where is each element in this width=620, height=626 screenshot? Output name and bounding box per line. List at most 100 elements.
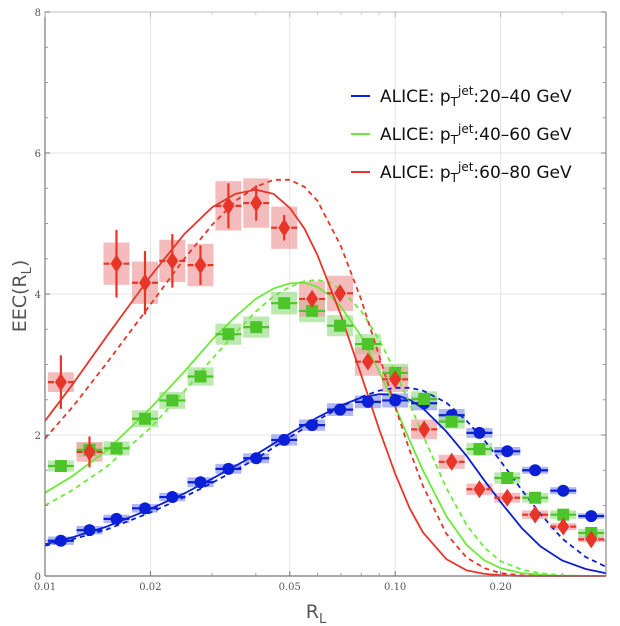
square-marker	[557, 508, 570, 521]
diamond-marker	[529, 505, 542, 524]
circle-marker	[54, 534, 67, 547]
legend-label-sub: T	[450, 95, 459, 109]
y-tick-label: 4	[35, 290, 41, 301]
data-point	[131, 412, 158, 425]
legend-label-sup: jet	[457, 84, 474, 98]
data-point	[131, 250, 158, 315]
data-point	[271, 433, 298, 446]
square-marker	[361, 338, 374, 351]
square-marker	[194, 370, 207, 383]
data-point	[494, 488, 521, 507]
circle-marker	[334, 403, 347, 416]
data-point	[243, 321, 270, 334]
circle-marker	[306, 419, 319, 432]
data-point	[354, 395, 381, 408]
data-point	[494, 472, 521, 485]
legend-label-sup: jet	[457, 122, 474, 136]
circle-marker	[473, 426, 486, 439]
data-point	[466, 443, 493, 456]
square-marker	[278, 297, 291, 310]
circle-marker	[83, 524, 96, 537]
data-point	[411, 420, 438, 439]
data-point	[187, 476, 214, 489]
data-point	[243, 185, 270, 221]
x-axis-title: RL	[306, 601, 327, 626]
diamond-marker	[361, 352, 374, 371]
square-marker	[54, 460, 67, 473]
data-point	[243, 452, 270, 465]
data-point	[131, 502, 158, 515]
data-point	[47, 355, 74, 409]
data-point	[103, 442, 130, 455]
data-point	[159, 234, 186, 288]
diamond-marker	[585, 530, 598, 549]
legend-label-sub: T	[450, 171, 459, 185]
data-point	[187, 245, 214, 285]
x-axis-title-main: R	[306, 601, 319, 623]
circle-marker	[501, 445, 514, 458]
y-tick-label: 2	[35, 431, 41, 442]
data-point	[466, 426, 493, 439]
diamond-marker	[194, 256, 207, 275]
data-point	[299, 289, 326, 308]
square-marker	[529, 491, 542, 504]
legend-label-prefix: ALICE: p	[380, 163, 451, 183]
square-marker	[501, 472, 514, 485]
square-marker	[334, 319, 347, 332]
data-point	[47, 460, 74, 473]
circle-marker	[138, 502, 151, 515]
theory-curve-dashed-2	[44, 178, 606, 577]
data-point	[382, 394, 409, 407]
y-axis-title-close: )	[9, 260, 31, 267]
data-point	[382, 370, 409, 389]
legend-label: ALICE: pTjet:60–80 GeV	[380, 160, 572, 185]
data-point	[550, 517, 577, 536]
legend-label-prefix: ALICE: p	[380, 125, 451, 145]
data-point	[271, 297, 298, 310]
data-point	[76, 436, 103, 468]
circle-marker	[278, 433, 291, 446]
data-point	[578, 530, 605, 549]
data-point	[550, 508, 577, 521]
square-marker	[166, 394, 179, 407]
y-axis-title-main: EEC(R	[9, 274, 31, 332]
square-marker	[110, 442, 123, 455]
circle-marker	[361, 395, 374, 408]
data-points	[47, 183, 605, 549]
diamond-marker	[418, 420, 431, 439]
y-axis-title: EEC(RL)	[9, 260, 35, 333]
square-marker	[250, 321, 263, 334]
y-tick-label: 8	[35, 8, 41, 19]
diamond-marker	[389, 370, 402, 389]
legend-item: ALICE: pTjet:40–60 GeV	[351, 122, 572, 147]
legend-item: ALICE: pTjet:60–80 GeV	[351, 160, 572, 185]
diamond-marker	[83, 442, 96, 461]
circle-marker	[250, 452, 263, 465]
legend-label-suffix: :20–40 GeV	[473, 87, 572, 107]
diamond-marker	[222, 196, 235, 215]
data-point	[438, 452, 465, 471]
circle-marker	[529, 464, 542, 477]
data-point	[522, 491, 549, 504]
data-point	[159, 394, 186, 407]
legend-label-suffix: :40–60 GeV	[473, 125, 572, 145]
legend-label: ALICE: pTjet:40–60 GeV	[380, 122, 572, 147]
circle-marker	[585, 510, 598, 523]
data-point	[215, 462, 242, 475]
square-marker	[418, 393, 431, 406]
data-point	[578, 510, 605, 523]
diamond-marker	[54, 373, 67, 392]
legend-label-sub: T	[450, 133, 459, 147]
legend-label-sup: jet	[457, 160, 474, 174]
diamond-marker	[445, 452, 458, 471]
x-tick-label: 0.10	[384, 582, 406, 593]
data-point	[466, 480, 493, 499]
data-point	[47, 534, 74, 547]
data-point	[299, 419, 326, 432]
diamond-marker	[166, 251, 179, 270]
data-point	[103, 229, 130, 298]
square-marker	[138, 412, 151, 425]
circle-marker	[557, 484, 570, 497]
